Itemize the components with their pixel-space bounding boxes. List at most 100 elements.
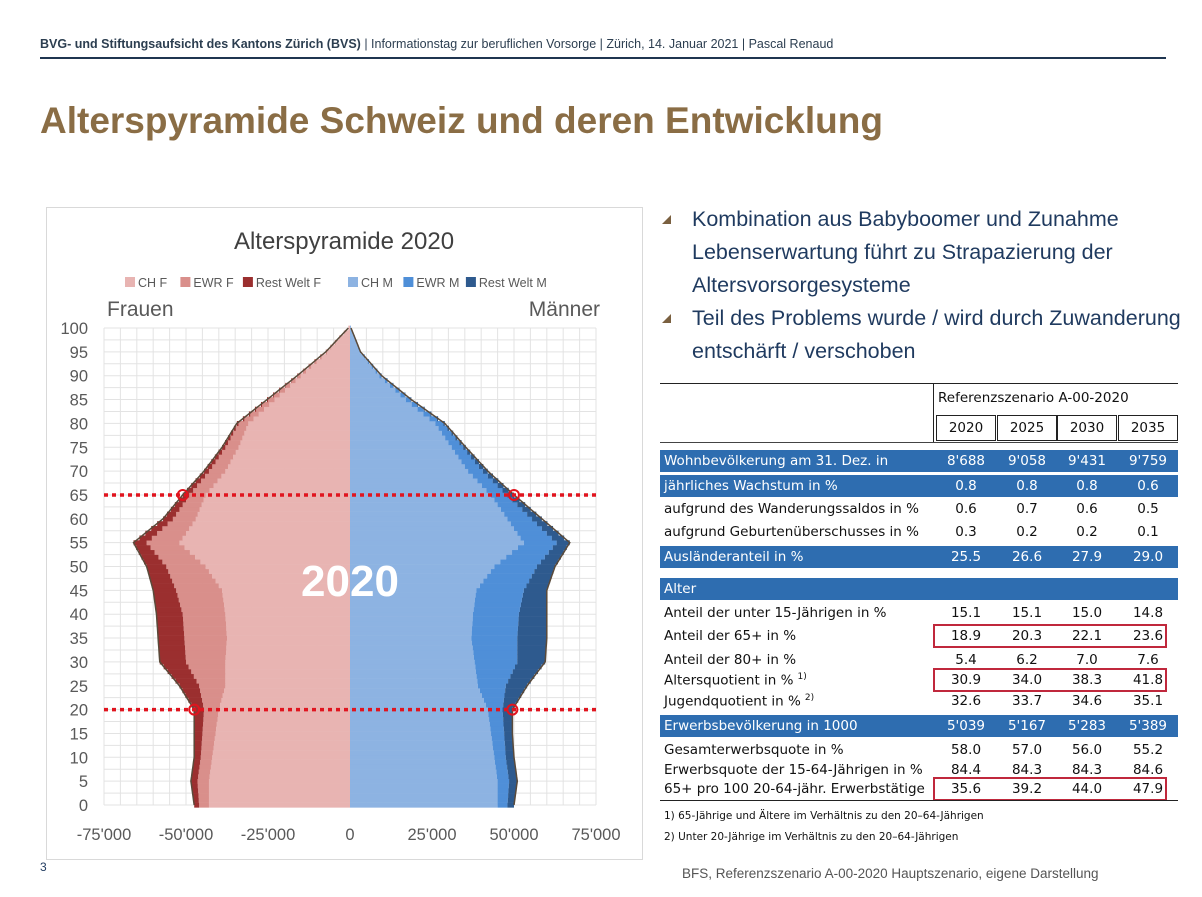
bar-ewr-f (183, 616, 226, 622)
bar-rest-welt-f (199, 473, 206, 479)
bar-ch-m (350, 549, 513, 555)
bar-ch-m (350, 788, 498, 794)
bar-ewr-m (497, 793, 509, 799)
bar-ewr-f (176, 587, 223, 593)
bar-ch-f (209, 773, 350, 780)
table-section-bar: Erwerbsbevölkerung in 1000 5'039 5'167 5'28… (660, 715, 1178, 737)
bar-ch-m (350, 368, 376, 374)
bar-ch-f (306, 368, 350, 374)
bar-ewr-m (429, 416, 437, 422)
bar-ewr-m (496, 769, 508, 775)
bar-ch-f (215, 578, 350, 584)
bar-rest-welt-f (149, 573, 171, 579)
bar-ch-m (350, 535, 521, 541)
bar-ch-f (311, 363, 350, 369)
bar-rest-welt-m (507, 764, 516, 770)
bar-ch-f (208, 788, 350, 794)
bar-ewr-f (198, 788, 209, 794)
bar-rest-welt-m (521, 597, 547, 603)
bar-ch-f (224, 688, 350, 694)
bar-rest-welt-m (514, 664, 542, 670)
bar-ewr-f (158, 554, 196, 560)
bar-rest-welt-m (517, 635, 547, 641)
bar-rest-welt-m (541, 525, 554, 531)
row-value: 8'688 (946, 453, 986, 469)
bar-ewr-m (472, 473, 488, 479)
bar-ewr-m (475, 592, 523, 598)
row-value: 32.6 (950, 693, 982, 709)
bar-ewr-m (445, 435, 456, 441)
bar-rest-welt-m (517, 630, 547, 636)
bar-ch-f (222, 592, 350, 598)
bar-rest-welt-m (531, 573, 552, 579)
bar-ch-f (184, 545, 350, 551)
bar-ewr-f (186, 497, 204, 503)
bar-ewr-m (517, 530, 547, 536)
bar-ewr-f (184, 630, 227, 636)
x-tick-label: 75'000 (571, 826, 620, 844)
header-bottom-rule (660, 442, 1178, 443)
bar-rest-welt-m (540, 559, 558, 565)
bar-rest-welt-m (505, 683, 528, 689)
bar-ewr-m (514, 525, 542, 531)
row-value: 84.3 (1011, 762, 1043, 778)
bar-ch-m (350, 354, 364, 360)
y-tick-label: 5 (79, 773, 88, 791)
bar-ewr-m (504, 511, 528, 517)
bar-ch-m (350, 797, 498, 803)
bar-ch-m (350, 773, 497, 780)
bar-ch-m (350, 349, 360, 355)
bar-ch-m (350, 373, 380, 379)
bar-ewr-f (205, 473, 222, 479)
bar-ewr-m (379, 373, 382, 379)
legend-label: CH M (361, 276, 393, 290)
bar-ewr-f (230, 435, 243, 441)
bar-ewr-f (198, 793, 209, 799)
bar-ewr-m (472, 616, 519, 622)
bar-ch-m (350, 731, 492, 737)
row-label: Alter (664, 581, 697, 597)
bar-ewr-f (225, 444, 239, 450)
bar-rest-welt-f (155, 602, 181, 608)
bar-ewr-f (215, 459, 231, 465)
bar-ch-m (350, 597, 475, 603)
bar-ewr-m (400, 392, 405, 398)
bar-ewr-f (182, 502, 202, 508)
bar-ch-f (195, 554, 350, 560)
bar-ch-m (350, 721, 490, 727)
highlight-box (933, 624, 1167, 648)
bar-rest-welt-f (145, 530, 158, 536)
header-info: | Informationstag zur beruflichen Vorsor… (360, 37, 834, 51)
bar-ewr-m (481, 692, 505, 698)
bar-rest-welt-m (520, 602, 547, 608)
bar-ch-m (350, 392, 401, 398)
year-header: 2020 (936, 415, 996, 441)
year-header: 2030 (1057, 415, 1117, 441)
bar-rest-welt-f (191, 783, 198, 789)
row-value: 0.8 (1076, 478, 1098, 494)
bar-ch-f (224, 607, 350, 613)
bar-rest-welt-m (518, 616, 547, 622)
y-tick-label: 20 (70, 702, 88, 720)
bar-ewr-f (203, 716, 218, 722)
bullet-triangle-icon (662, 215, 671, 224)
bar-ewr-m (479, 688, 506, 694)
bar-rest-welt-m (459, 440, 462, 446)
bar-rest-welt-f (191, 773, 199, 780)
bar-rest-welt-m (503, 726, 513, 732)
row-value: 6.2 (1016, 652, 1038, 668)
bar-ch-f (201, 502, 350, 508)
row-value: 84.3 (1071, 762, 1103, 778)
bar-ch-m (350, 430, 442, 436)
legend-swatch (348, 277, 358, 287)
bar-rest-welt-f (157, 630, 185, 636)
bar-rest-welt-f (190, 778, 198, 784)
bar-rest-welt-m (482, 468, 488, 474)
bar-ewr-m (486, 487, 503, 493)
bar-rest-welt-f (156, 611, 183, 617)
bar-ch-f (230, 459, 350, 465)
bar-rest-welt-f (153, 592, 178, 598)
bar-ewr-m (458, 454, 472, 460)
bar-ch-m (350, 397, 406, 403)
bar-ch-f (212, 573, 350, 579)
